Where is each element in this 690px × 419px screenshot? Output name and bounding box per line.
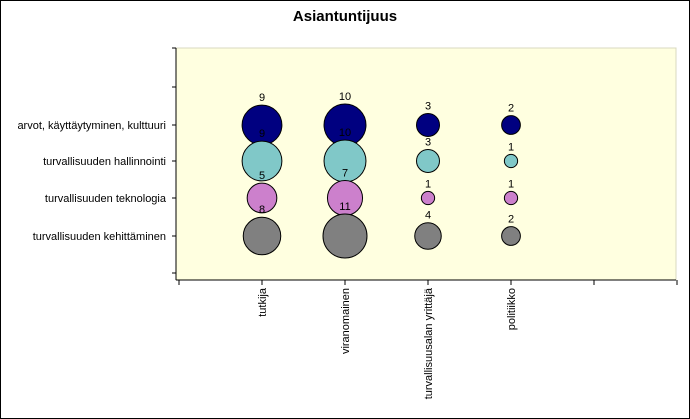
data-label: 2 — [508, 103, 514, 115]
data-label: 9 — [259, 92, 265, 104]
data-label: 3 — [425, 101, 431, 113]
axes — [172, 47, 678, 285]
chart-title: Asiantuntijuus — [292, 8, 398, 25]
y-tick-label: turvallisuuden teknologia — [45, 193, 167, 205]
data-label: 1 — [508, 178, 514, 190]
data-label: 10 — [339, 127, 351, 139]
x-tick-label: politiikko — [506, 288, 518, 330]
bubble — [420, 190, 436, 206]
bubble — [416, 113, 440, 137]
y-tick-label: turvallisuuden hallinnointi — [43, 156, 166, 168]
data-label: 1 — [425, 178, 431, 190]
data-label: 3 — [425, 137, 431, 149]
x-tick-label: viranomainen — [340, 288, 352, 354]
bubbles — [241, 103, 521, 259]
data-label: 9 — [259, 128, 265, 140]
bubble — [503, 153, 519, 169]
bubble — [501, 115, 521, 135]
bubble — [503, 190, 519, 206]
data-label: 2 — [508, 214, 514, 226]
x-tick-label: turvallisuusalan yrittäjä — [423, 287, 435, 399]
y-axis-tick-labels: arvot, käyttäytyminen, kulttuuri turvalli… — [17, 120, 166, 243]
bubble — [242, 216, 282, 256]
bubble — [241, 140, 283, 182]
data-label: 10 — [339, 91, 351, 103]
data-label: 8 — [259, 204, 265, 216]
bubble — [416, 149, 440, 173]
data-label: 1 — [508, 141, 514, 153]
data-label: 5 — [259, 170, 265, 182]
y-tick-label: turvallisuuden kehittäminen — [33, 231, 166, 243]
bubble — [322, 213, 368, 259]
y-tick-label: arvot, käyttäytyminen, kulttuuri — [17, 120, 166, 132]
bubble — [246, 182, 278, 214]
x-axis-tick-labels: tutkija viranomainen turvallisuusalan yrit… — [257, 287, 518, 399]
bubble — [501, 226, 521, 246]
data-label: 7 — [342, 167, 348, 179]
data-label: 11 — [339, 201, 350, 213]
data-labels: 9 103 29 103 15 71 18 114 2 — [259, 91, 514, 226]
data-label: 4 — [425, 210, 431, 222]
x-tick-label: tutkija — [257, 287, 269, 317]
bubble — [414, 222, 442, 250]
